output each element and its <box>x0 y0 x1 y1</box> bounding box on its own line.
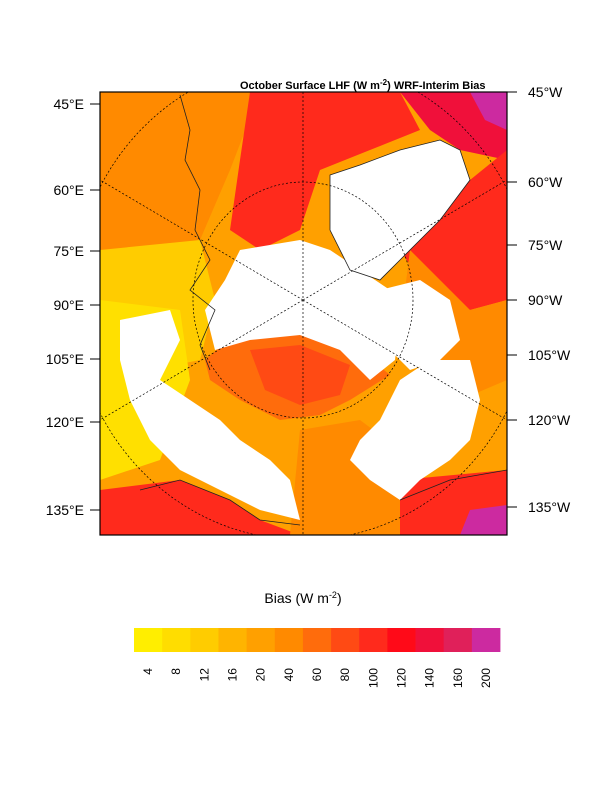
region-greenland-white <box>330 140 470 280</box>
label-60w: 60°W <box>528 174 563 190</box>
label-45w: 45°W <box>528 84 563 100</box>
region-archipelago-white <box>380 280 460 370</box>
colorbar-title-sup: -2 <box>329 590 337 600</box>
colorbar-cell <box>387 628 416 652</box>
region-canada-white <box>350 360 480 500</box>
label-60e: 60°E <box>53 182 84 198</box>
colorbar-cell <box>302 628 332 652</box>
label-75w: 75°W <box>528 237 563 253</box>
colorbar-cell <box>415 628 445 652</box>
colorbar-tick-label: 60 <box>310 668 324 682</box>
colorbar-tick-label: 120 <box>394 668 408 688</box>
label-120e: 120°E <box>46 414 84 430</box>
label-105e: 105°E <box>46 351 84 367</box>
label-90w: 90°W <box>528 292 563 308</box>
region-chukchi-red <box>250 345 350 405</box>
region-pacific-red <box>100 480 300 535</box>
colorbar-tick-label: 100 <box>366 668 380 688</box>
graticule <box>100 92 507 535</box>
colorbar-tick-label: 40 <box>282 668 296 682</box>
colorbar-title: Bias (W m-2) <box>264 590 341 606</box>
colorbar-tick-label: 8 <box>169 668 183 675</box>
colorbar-cell <box>190 628 219 652</box>
colorbar-tick-label: 12 <box>197 668 211 682</box>
colorbar-tick-labels: 4 8 12 16 20 40 60 80 100 120 140 160 200 <box>141 668 493 688</box>
label-120w: 120°W <box>528 412 571 428</box>
colorbar-cell <box>246 628 276 652</box>
right-lon-labels: 45°W 60°W 75°W 90°W 105°W 120°W 135°W <box>528 84 571 515</box>
colorbar-tick-label: 140 <box>423 668 437 688</box>
region-magenta-bottom-right <box>460 505 507 535</box>
colorbar-title-rest: ) <box>337 590 342 606</box>
colorbar-cell <box>331 628 360 652</box>
colorbar-tick-label: 16 <box>226 668 240 682</box>
colorbar-cell <box>134 628 163 652</box>
colorbar-cell <box>359 628 388 652</box>
map-title-sup: -2 <box>380 78 388 87</box>
left-ticks <box>90 103 100 511</box>
colorbar-tick-label: 4 <box>141 668 155 675</box>
right-ticks <box>507 91 517 508</box>
region-top-magenta <box>470 92 507 130</box>
colorbar-title-main: Bias (W m <box>264 590 329 606</box>
label-45e: 45°E <box>53 96 84 112</box>
colorbar-cell <box>471 628 501 652</box>
colorbar-cell <box>443 628 473 652</box>
label-135w: 135°W <box>528 499 571 515</box>
colorbar-tick-label: 200 <box>479 668 493 688</box>
map-title-main: October Surface LHF (W m <box>240 80 380 92</box>
colorbar-tick-label: 20 <box>254 668 268 682</box>
region-siberia-white <box>120 310 300 520</box>
label-105w: 105°W <box>528 347 571 363</box>
coastlines <box>139 94 507 526</box>
map-title: October Surface LHF (W m-2) WRF-Interim … <box>240 78 486 92</box>
colorbar-tick-label: 80 <box>338 668 352 682</box>
colorbar <box>134 628 501 652</box>
colorbar-tick-label: 160 <box>451 668 465 688</box>
colorbar-cell <box>274 628 304 652</box>
label-90e: 90°E <box>53 297 84 313</box>
bias-map <box>100 92 507 535</box>
label-135e: 135°E <box>46 502 84 518</box>
map-frame <box>99 91 508 536</box>
region-north-atlantic-red <box>230 92 420 250</box>
label-75e: 75°E <box>53 243 84 259</box>
colorbar-cell <box>162 628 191 652</box>
left-lon-labels: 45°E 60°E 75°E 90°E 105°E 120°E 135°E <box>46 96 84 518</box>
map-title-rest: ) WRF-Interim Bias <box>387 80 485 92</box>
colorbar-cell <box>218 628 248 652</box>
region-arctic-ocean-white <box>205 240 400 380</box>
